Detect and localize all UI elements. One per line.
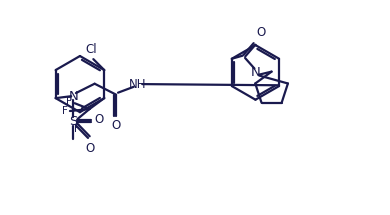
Text: F: F [74,124,80,134]
Text: F: F [66,97,72,107]
Text: O: O [95,113,104,126]
Text: O: O [112,119,121,132]
Text: N: N [68,90,78,103]
Text: N: N [251,66,261,79]
Text: S: S [69,115,77,128]
Text: O: O [85,142,94,155]
Text: O: O [256,26,265,39]
Text: NH: NH [129,78,146,91]
Text: F: F [62,106,67,116]
Text: Cl: Cl [85,43,97,56]
